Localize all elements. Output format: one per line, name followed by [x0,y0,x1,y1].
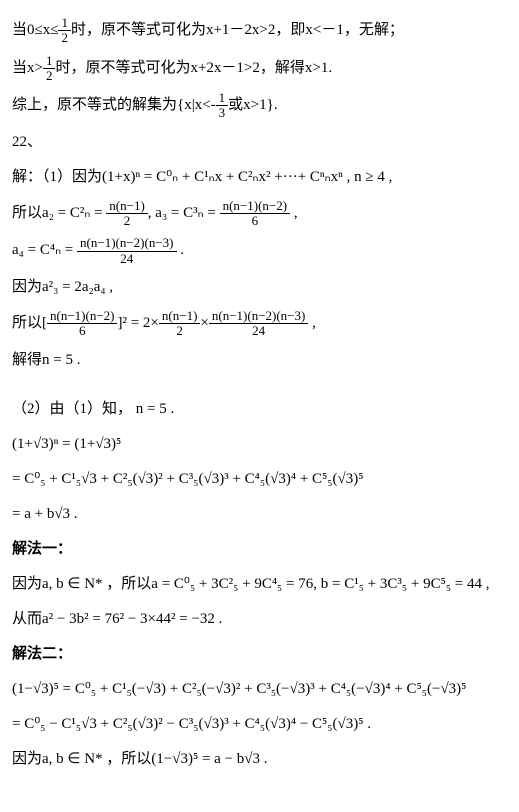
text-line: 解得n = 5 . [12,347,507,374]
text-line: 因为a²₃ = 2a₂a₄ , [12,274,507,301]
text-line: = C⁰₅ − C¹₅√3 + C²₅(√3)² − C³₅(√3)³ + C⁴… [12,711,507,738]
heading: 解法一： [12,536,507,563]
text-line: （2）由（1）知， n = 5 . [12,396,507,423]
text-line: 所以a₂ = C²ₙ = n(n−1)2, a₃ = C³ₙ = n(n−1)(… [12,199,507,229]
heading: 解法二： [12,641,507,668]
text-line: = C⁰₅ + C¹₅√3 + C²₅(√3)² + C³₅(√3)³ + C⁴… [12,466,507,493]
text-line: 综上，原不等式的解集为{x|x<-13或x>1}. [12,91,507,121]
text-line: (1−√3)⁵ = C⁰₅ + C¹₅(−√3) + C²₅(−√3)² + C… [12,676,507,703]
text-line: a₄ = C⁴ₙ = n(n−1)(n−2)(n−3)24 . [12,236,507,266]
text-line: 从而a² − 3b² = 76² − 3×44² = −32 . [12,606,507,633]
text-line: 解：（1）因为(1+x)ⁿ = C⁰ₙ + C¹ₙx + C²ₙx² +···+… [12,164,507,191]
text-line: 当x>12时，原不等式可化为x+2x－1>2，解得x>1. [12,54,507,84]
text-line: = a + b√3 . [12,501,507,528]
text-line: 当0≤x≤12时，原不等式可化为x+1－2x>2，即x<－1，无解； [12,16,507,46]
text-line: 所以[n(n−1)(n−2)6]² = 2×n(n−1)2×n(n−1)(n−2… [12,309,507,339]
problem-number: 22、 [12,129,507,156]
text-line: 因为a, b ∈ N* ，所以(1−√3)⁵ = a − b√3 . [12,746,507,773]
text-line: (1+√3)ⁿ = (1+√3)⁵ [12,431,507,458]
text-line: 因为a, b ∈ N* ，所以a = C⁰₅ + 3C²₅ + 9C⁴₅ = 7… [12,571,507,598]
